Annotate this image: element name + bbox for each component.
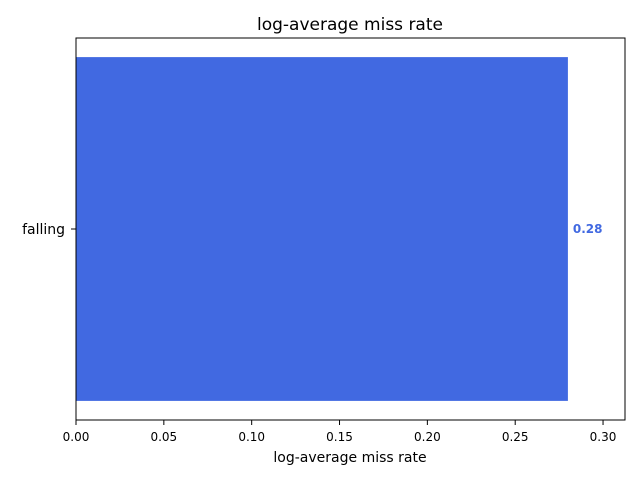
bar [76, 57, 568, 401]
chart-title: log-average miss rate [257, 15, 443, 35]
x-tick-label: 0.05 [150, 430, 177, 444]
x-tick-label: 0.25 [502, 430, 529, 444]
x-tick-label: 0.20 [414, 430, 441, 444]
data-label: 0.28 [573, 222, 603, 236]
x-tick-label: 0.00 [63, 430, 90, 444]
x-axis-label: log-average miss rate [273, 450, 426, 466]
plot-area: falling 0.28 0.00 0.05 0.10 0.15 0.20 0.25 0.30 [22, 57, 616, 444]
x-tick-label: 0.15 [326, 430, 353, 444]
x-tick-label: 0.30 [590, 430, 617, 444]
x-tick-label: 0.10 [238, 430, 265, 444]
plot-frame [75, 37, 626, 421]
y-tick-label: falling [22, 222, 65, 238]
